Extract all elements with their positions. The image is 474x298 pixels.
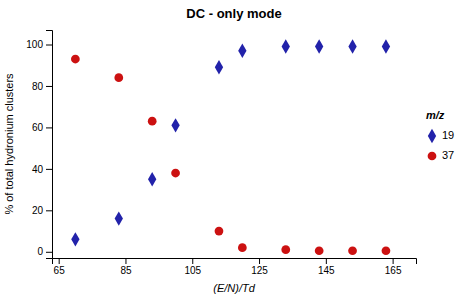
y-axis-tick-mark	[46, 210, 52, 211]
point	[171, 169, 180, 178]
point	[215, 60, 223, 74]
x-axis-tick-label: 65	[54, 265, 66, 276]
y-axis-title: % of total hydronium clusters	[3, 73, 15, 215]
x-axis-tick: 85	[120, 258, 132, 276]
y-axis-tick-mark	[46, 45, 52, 46]
title: DC - only mode	[186, 6, 281, 21]
point	[281, 245, 290, 254]
x-axis-tick-mark	[192, 258, 193, 264]
point	[348, 39, 356, 53]
legend: m/z 19 37	[426, 109, 454, 161]
point	[315, 246, 324, 255]
point	[71, 55, 80, 64]
y-axis-tick-mark	[46, 127, 52, 128]
series	[71, 39, 390, 246]
point	[348, 246, 357, 255]
y-axis: 0 20 40 60 80 100	[26, 31, 52, 259]
y-axis-tick-label: 20	[32, 205, 44, 216]
x-axis: 65 85 105 125 145 165	[53, 258, 417, 276]
point	[238, 44, 246, 58]
y-axis-tick: 20	[32, 205, 52, 216]
point	[114, 73, 123, 82]
x-axis-tick-label: 105	[184, 265, 201, 276]
y-axis-tick-mark	[46, 86, 52, 87]
y-axis-tick-label: 60	[32, 122, 44, 133]
y-axis-tick-label: 0	[37, 246, 43, 257]
y-axis-tick: 100	[26, 39, 52, 50]
point	[115, 211, 123, 225]
legend-marker	[428, 129, 436, 143]
point	[171, 118, 179, 132]
x-axis-title: (E/N)/Td	[213, 282, 255, 294]
x-axis-tick: 165	[385, 258, 402, 276]
x-axis-tick-mark	[59, 258, 60, 264]
chart: 65 85 105 125 145 165 0 20 40 60 80 100 DC - only mo…	[0, 0, 474, 298]
x-axis-tick-label: 165	[385, 265, 402, 276]
y-axis-tick-label: 40	[32, 164, 44, 175]
y-axis-tick: 80	[32, 81, 52, 92]
y-axis-tick-label: 80	[32, 81, 44, 92]
point	[71, 232, 79, 246]
x-axis-tick: 65	[54, 258, 66, 276]
y-axis-tick-mark	[46, 252, 52, 253]
series	[71, 55, 390, 255]
y-axis-tick: 60	[32, 122, 52, 133]
point	[382, 246, 391, 255]
y-axis-tick-mark	[46, 169, 52, 170]
points	[71, 39, 390, 255]
point	[282, 39, 290, 53]
y-axis-tick: 0	[37, 246, 52, 257]
x-axis-tick: 125	[251, 258, 268, 276]
x-axis-tick-mark	[125, 258, 126, 264]
y-axis-tick-label: 100	[26, 39, 43, 50]
point	[148, 172, 156, 186]
x-axis-tick-label: 125	[251, 265, 268, 276]
x-axis-tick-mark	[259, 258, 260, 264]
x-axis-tick-mark	[326, 258, 327, 264]
point	[148, 117, 157, 126]
y-axis-tick: 40	[32, 164, 52, 175]
point	[238, 243, 247, 252]
x-axis-tick-mark	[393, 258, 394, 264]
legend-label: 37	[442, 149, 454, 161]
legend-label: 19	[442, 129, 454, 141]
x-axis-tick: 145	[318, 258, 335, 276]
x-axis-tick-label: 85	[120, 265, 132, 276]
point	[215, 227, 224, 236]
legend-marker	[428, 152, 437, 161]
y-axis-line	[46, 31, 53, 259]
x-axis-line	[53, 259, 417, 265]
x-axis-tick: 105	[184, 258, 201, 276]
plot: 65 85 105 125 145 165 0 20 40 60 80 100	[26, 31, 416, 277]
point	[382, 39, 390, 53]
legend-title: m/z	[426, 109, 445, 121]
x-axis-tick-label: 145	[318, 265, 335, 276]
point	[315, 39, 323, 53]
